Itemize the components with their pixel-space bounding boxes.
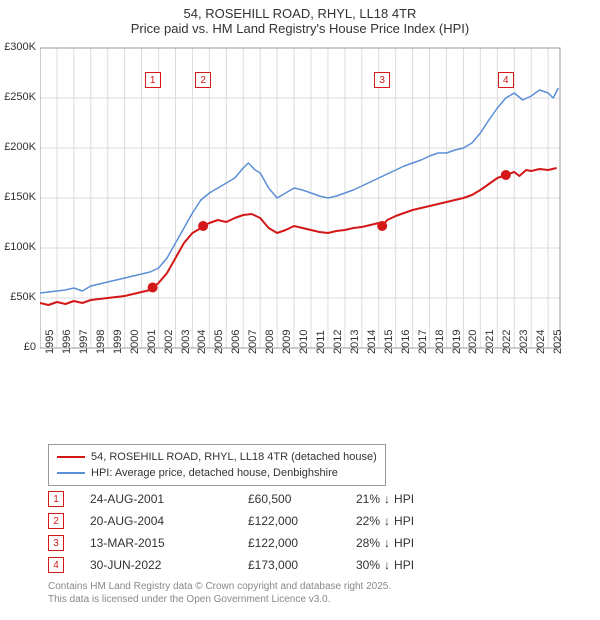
x-tick-label: 2000 [129,330,141,354]
chart-annotation-marker: 4 [498,72,514,88]
transaction-pct-vs-hpi: 28% ↓ HPI [356,536,466,550]
footer-line1: Contains HM Land Registry data © Crown c… [48,580,391,593]
x-tick-label: 1998 [95,330,107,354]
transaction-marker: 2 [48,513,64,529]
y-tick-label: £300K [0,41,36,53]
arrow-down-icon: ↓ [384,558,390,572]
x-tick-label: 2003 [180,330,192,354]
legend-item-property: 54, ROSEHILL ROAD, RHYL, LL18 4TR (detac… [57,449,377,465]
transaction-price: £122,000 [248,536,348,550]
x-tick-label: 2019 [451,330,463,354]
transaction-date: 24-AUG-2001 [90,492,240,506]
x-tick-label: 2005 [213,330,225,354]
transaction-row: 3 13-MAR-2015 £122,000 28% ↓ HPI [48,532,466,554]
arrow-down-icon: ↓ [384,492,390,506]
x-tick-label: 2002 [163,330,175,354]
legend-label-property: 54, ROSEHILL ROAD, RHYL, LL18 4TR (detac… [91,451,377,463]
x-tick-label: 2017 [417,330,429,354]
transaction-marker: 1 [48,491,64,507]
transaction-date: 13-MAR-2015 [90,536,240,550]
transaction-marker: 3 [48,535,64,551]
x-tick-label: 2015 [383,330,395,354]
chart-annotation-marker: 3 [374,72,390,88]
arrow-down-icon: ↓ [384,514,390,528]
x-tick-label: 2010 [298,330,310,354]
x-tick-label: 2004 [196,330,208,354]
x-tick-label: 2014 [366,330,378,354]
x-tick-label: 2009 [281,330,293,354]
x-tick-label: 2001 [146,330,158,354]
chart-title-line2: Price paid vs. HM Land Registry's House … [0,21,600,40]
transaction-date: 30-JUN-2022 [90,558,240,572]
transactions-table: 1 24-AUG-2001 £60,500 21% ↓ HPI 2 20-AUG-2004… [48,488,466,576]
chart-annotation-marker: 1 [145,72,161,88]
x-tick-label: 2018 [434,330,446,354]
y-tick-label: £0 [0,341,36,353]
x-tick-label: 2020 [467,330,479,354]
x-tick-label: 2006 [230,330,242,354]
y-tick-label: £100K [0,241,36,253]
x-tick-label: 1997 [78,330,90,354]
transaction-pct-vs-hpi: 22% ↓ HPI [356,514,466,528]
legend-item-hpi: HPI: Average price, detached house, Denb… [57,465,377,481]
x-tick-label: 2013 [349,330,361,354]
legend-label-hpi: HPI: Average price, detached house, Denb… [91,467,338,479]
transaction-pct-vs-hpi: 21% ↓ HPI [356,492,466,506]
transaction-date: 20-AUG-2004 [90,514,240,528]
x-tick-label: 2011 [315,330,327,354]
footer-attribution: Contains HM Land Registry data © Crown c… [48,580,391,606]
transaction-row: 1 24-AUG-2001 £60,500 21% ↓ HPI [48,488,466,510]
transaction-price: £122,000 [248,514,348,528]
x-tick-label: 1999 [112,330,124,354]
legend-swatch-property [57,456,85,458]
x-tick-label: 2016 [400,330,412,354]
footer-line2: This data is licensed under the Open Gov… [48,593,391,606]
x-tick-label: 2021 [484,330,496,354]
x-tick-label: 2008 [264,330,276,354]
y-tick-label: £250K [0,91,36,103]
legend-swatch-hpi [57,472,85,474]
y-tick-label: £200K [0,141,36,153]
chart-area: £0£50K£100K£150K£200K£250K£300K199519961… [40,44,600,404]
transaction-row: 2 20-AUG-2004 £122,000 22% ↓ HPI [48,510,466,532]
chart-title-line1: 54, ROSEHILL ROAD, RHYL, LL18 4TR [0,0,600,21]
transaction-marker: 4 [48,557,64,573]
x-tick-label: 2025 [552,330,564,354]
x-tick-label: 2022 [501,330,513,354]
y-tick-label: £150K [0,191,36,203]
arrow-down-icon: ↓ [384,536,390,550]
x-tick-label: 2007 [247,330,259,354]
transaction-price: £60,500 [248,492,348,506]
x-tick-label: 2012 [332,330,344,354]
x-tick-label: 1995 [44,330,56,354]
transaction-pct-vs-hpi: 30% ↓ HPI [356,558,466,572]
legend: 54, ROSEHILL ROAD, RHYL, LL18 4TR (detac… [48,444,386,486]
x-tick-label: 2023 [518,330,530,354]
y-tick-label: £50K [0,291,36,303]
transaction-price: £173,000 [248,558,348,572]
transaction-row: 4 30-JUN-2022 £173,000 30% ↓ HPI [48,554,466,576]
x-tick-label: 1996 [61,330,73,354]
chart-annotation-marker: 2 [195,72,211,88]
x-tick-label: 2024 [535,330,547,354]
